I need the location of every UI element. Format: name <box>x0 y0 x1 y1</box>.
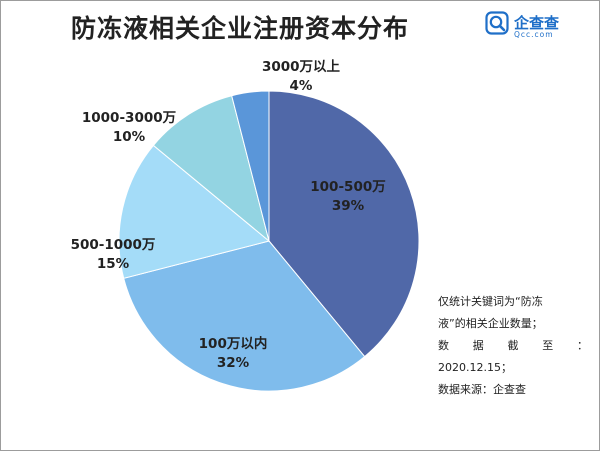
pie-slice-over-3000 <box>231 90 270 242</box>
note-line-5: 数据来源：企查查 <box>438 383 526 396</box>
note-line-4: 2020.12.15； <box>438 361 512 374</box>
slice-category-label-1000-3000: 1000-3000万 <box>82 110 176 126</box>
pie-slice-100-500 <box>268 90 420 358</box>
note-line-3: 数 据 截 至 ： <box>438 339 588 352</box>
pie-slices <box>118 90 420 392</box>
chart-title: 防冻液相关企业注册资本分布 <box>70 14 409 43</box>
data-source-note: 仅统计关键词为“防冻 液”的相关企业数量； 数 据 截 至 ： 2020.12.… <box>438 291 588 401</box>
slice-percent-label-under-100: 32% <box>217 355 250 371</box>
pie-slice-1000-3000 <box>152 95 270 243</box>
note-line-2: 液”的相关企业数量； <box>438 317 543 330</box>
slice-percent-label-1000-3000: 10% <box>113 129 146 145</box>
slice-category-label-500-1000: 500-1000万 <box>71 237 156 253</box>
slice-category-label-100-500: 100-500万 <box>310 179 385 195</box>
pie-slice-under-100 <box>123 240 366 392</box>
note-line-1: 仅统计关键词为“防冻 <box>438 295 543 308</box>
slice-percent-label-100-500: 39% <box>332 198 365 214</box>
qcc-magnifier-logo-icon <box>485 11 509 35</box>
logo-domain: Qcc.com <box>514 30 554 39</box>
slice-category-label-under-100: 100万以内 <box>199 335 268 352</box>
pie-labels: 100-500万 39% 100万以内 32% 500-1000万 15% 1000-300… <box>71 59 386 371</box>
slice-percent-label-500-1000: 15% <box>97 256 130 272</box>
pie-slice-500-1000 <box>118 144 271 279</box>
slice-category-label-over-3000: 3000万以上 <box>262 59 341 75</box>
slice-percent-label-over-3000: 4% <box>290 78 313 94</box>
logo-name: 企查查 <box>514 14 560 32</box>
qcc-logo: 企查查 Qcc.com <box>485 9 595 41</box>
